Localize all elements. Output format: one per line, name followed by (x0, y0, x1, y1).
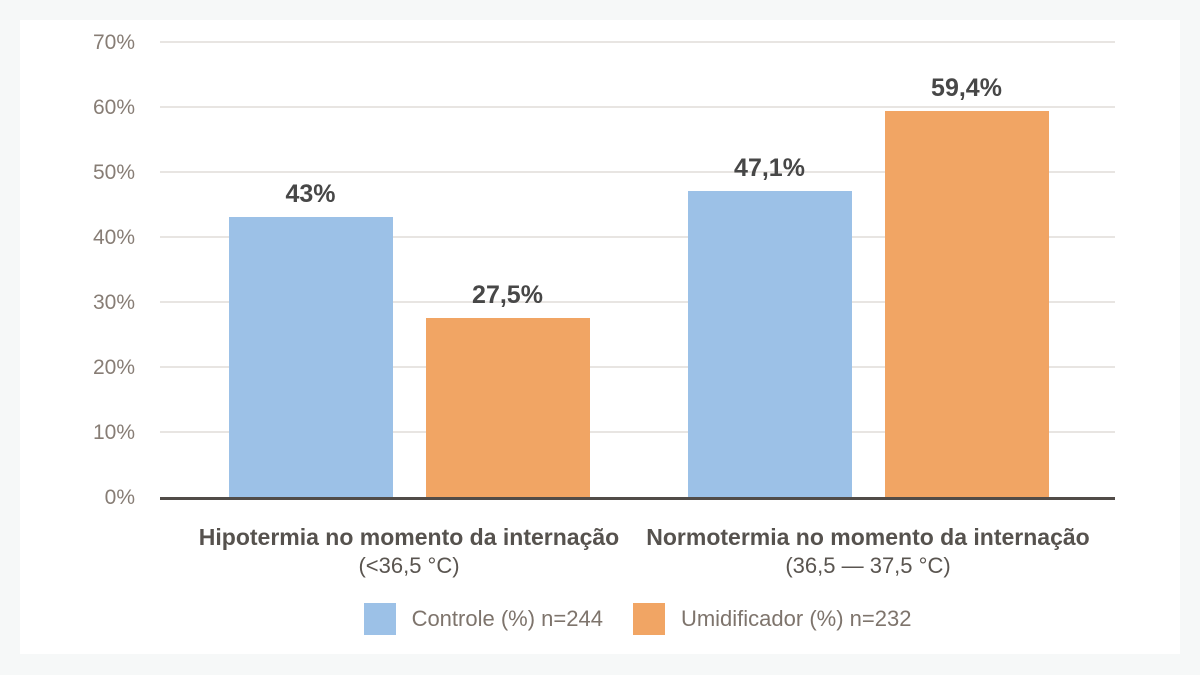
category-label-hipotermia: Hipotermia no momento da internação (<36… (139, 522, 679, 580)
category-title: Hipotermia no momento da internação (198, 524, 620, 550)
legend-item-umidificador: Umidificador (%) n=232 (632, 603, 912, 635)
legend: Controle (%) n=244 Umidificador (%) n=23… (160, 603, 1115, 635)
bar-series0-cat0 (228, 217, 393, 497)
y-axis-tick-label: 10% (92, 421, 135, 444)
gridline-60% (160, 106, 1115, 108)
legend-label-umidificador: Umidificador (%) n=232 (680, 606, 912, 631)
y-axis-tick-label: 70% (92, 31, 135, 54)
legend-swatch-umidificador (632, 603, 665, 635)
bar-value-label: 27,5% (472, 281, 543, 309)
bar-value-label: 47,1% (734, 154, 805, 182)
bar-series1-cat0 (425, 318, 590, 497)
bar-value-label: 43% (285, 180, 336, 208)
legend-swatch-controle (363, 603, 396, 635)
gridline-20% (160, 366, 1115, 368)
category-subtitle: (36,5 — 37,5 °C) (785, 553, 951, 578)
category-subtitle: (<36,5 °C) (358, 553, 460, 578)
x-axis-line (160, 497, 1115, 500)
y-axis-tick-label: 30% (92, 291, 135, 314)
y-axis-tick-label: 50% (92, 161, 135, 184)
bar-series0-cat1 (687, 191, 852, 497)
legend-item-controle: Controle (%) n=244 (363, 603, 603, 635)
bar-series1-cat1 (884, 111, 1049, 497)
gridline-40% (160, 236, 1115, 238)
bar-value-label: 59,4% (931, 74, 1002, 102)
gridline-10% (160, 431, 1115, 433)
gridline-50% (160, 171, 1115, 173)
legend-label-controle: Controle (%) n=244 (411, 606, 603, 631)
y-axis-tick-label: 60% (92, 96, 135, 119)
gridline-30% (160, 301, 1115, 303)
y-axis-tick-label: 40% (92, 226, 135, 249)
category-title: Normotermia no momento da internação (646, 524, 1090, 550)
gridline-70% (160, 41, 1115, 43)
y-axis-tick-label: 0% (104, 486, 135, 509)
category-label-normotermia: Normotermia no momento da internação (36… (598, 522, 1138, 580)
y-axis-tick-label: 20% (92, 356, 135, 379)
